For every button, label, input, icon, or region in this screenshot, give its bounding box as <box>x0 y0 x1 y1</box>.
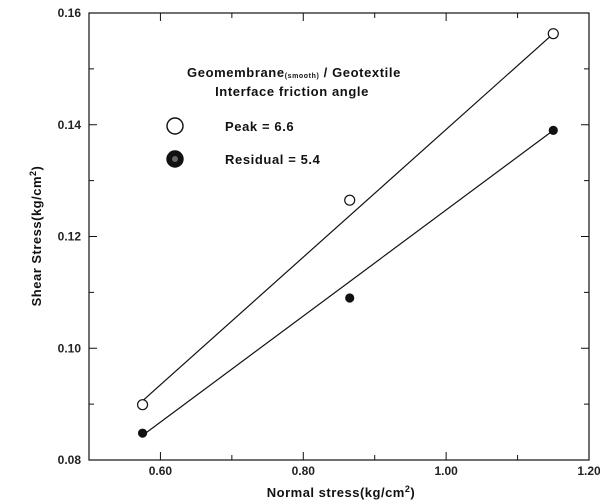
peak-data-point <box>547 28 559 40</box>
residual-data-point <box>137 428 148 438</box>
y-tick-labels: 0.08 0.10 0.12 0.14 0.16 <box>58 6 82 467</box>
x-tick-label: 1.20 <box>577 464 600 478</box>
legend-residual-label: Residual = 5.4 <box>225 152 321 167</box>
x-tick-labels: 0.60 0.80 1.00 1.20 <box>149 464 600 478</box>
y-axis-title: Shear Stress(kg/cm2) <box>28 166 44 307</box>
residual-fit-line <box>142 129 554 436</box>
legend-title-line2: Interface friction angle <box>215 84 369 99</box>
y-tick-label: 0.10 <box>58 341 82 355</box>
peak-fit-line <box>142 33 554 402</box>
legend-title-line1: Geomembrane(smooth) / Geotextile <box>187 65 401 80</box>
peak-data-point <box>136 399 149 411</box>
y-tick-label: 0.08 <box>58 453 82 467</box>
axis-ticks <box>88 12 590 461</box>
legend-open-circle-marker <box>166 117 184 135</box>
legend-peak-label: Peak = 6.6 <box>225 119 294 134</box>
x-tick-label: 0.60 <box>149 464 173 478</box>
data-points <box>136 28 559 438</box>
residual-data-point <box>548 125 558 135</box>
fit-lines <box>142 33 554 436</box>
x-tick-label: 1.00 <box>434 464 458 478</box>
x-tick-label: 0.80 <box>292 464 316 478</box>
y-tick-label: 0.12 <box>58 230 82 244</box>
legend-filled-circle-highlight <box>172 156 178 162</box>
residual-data-point <box>345 293 355 303</box>
x-axis-title: Normal stress(kg/cm2) <box>267 484 415 500</box>
y-tick-label: 0.14 <box>58 118 82 132</box>
legend: Geomembrane(smooth) / Geotextile Interfa… <box>166 65 401 168</box>
plot-frame <box>88 12 590 461</box>
y-tick-label: 0.16 <box>58 6 82 20</box>
peak-data-point <box>344 194 356 206</box>
